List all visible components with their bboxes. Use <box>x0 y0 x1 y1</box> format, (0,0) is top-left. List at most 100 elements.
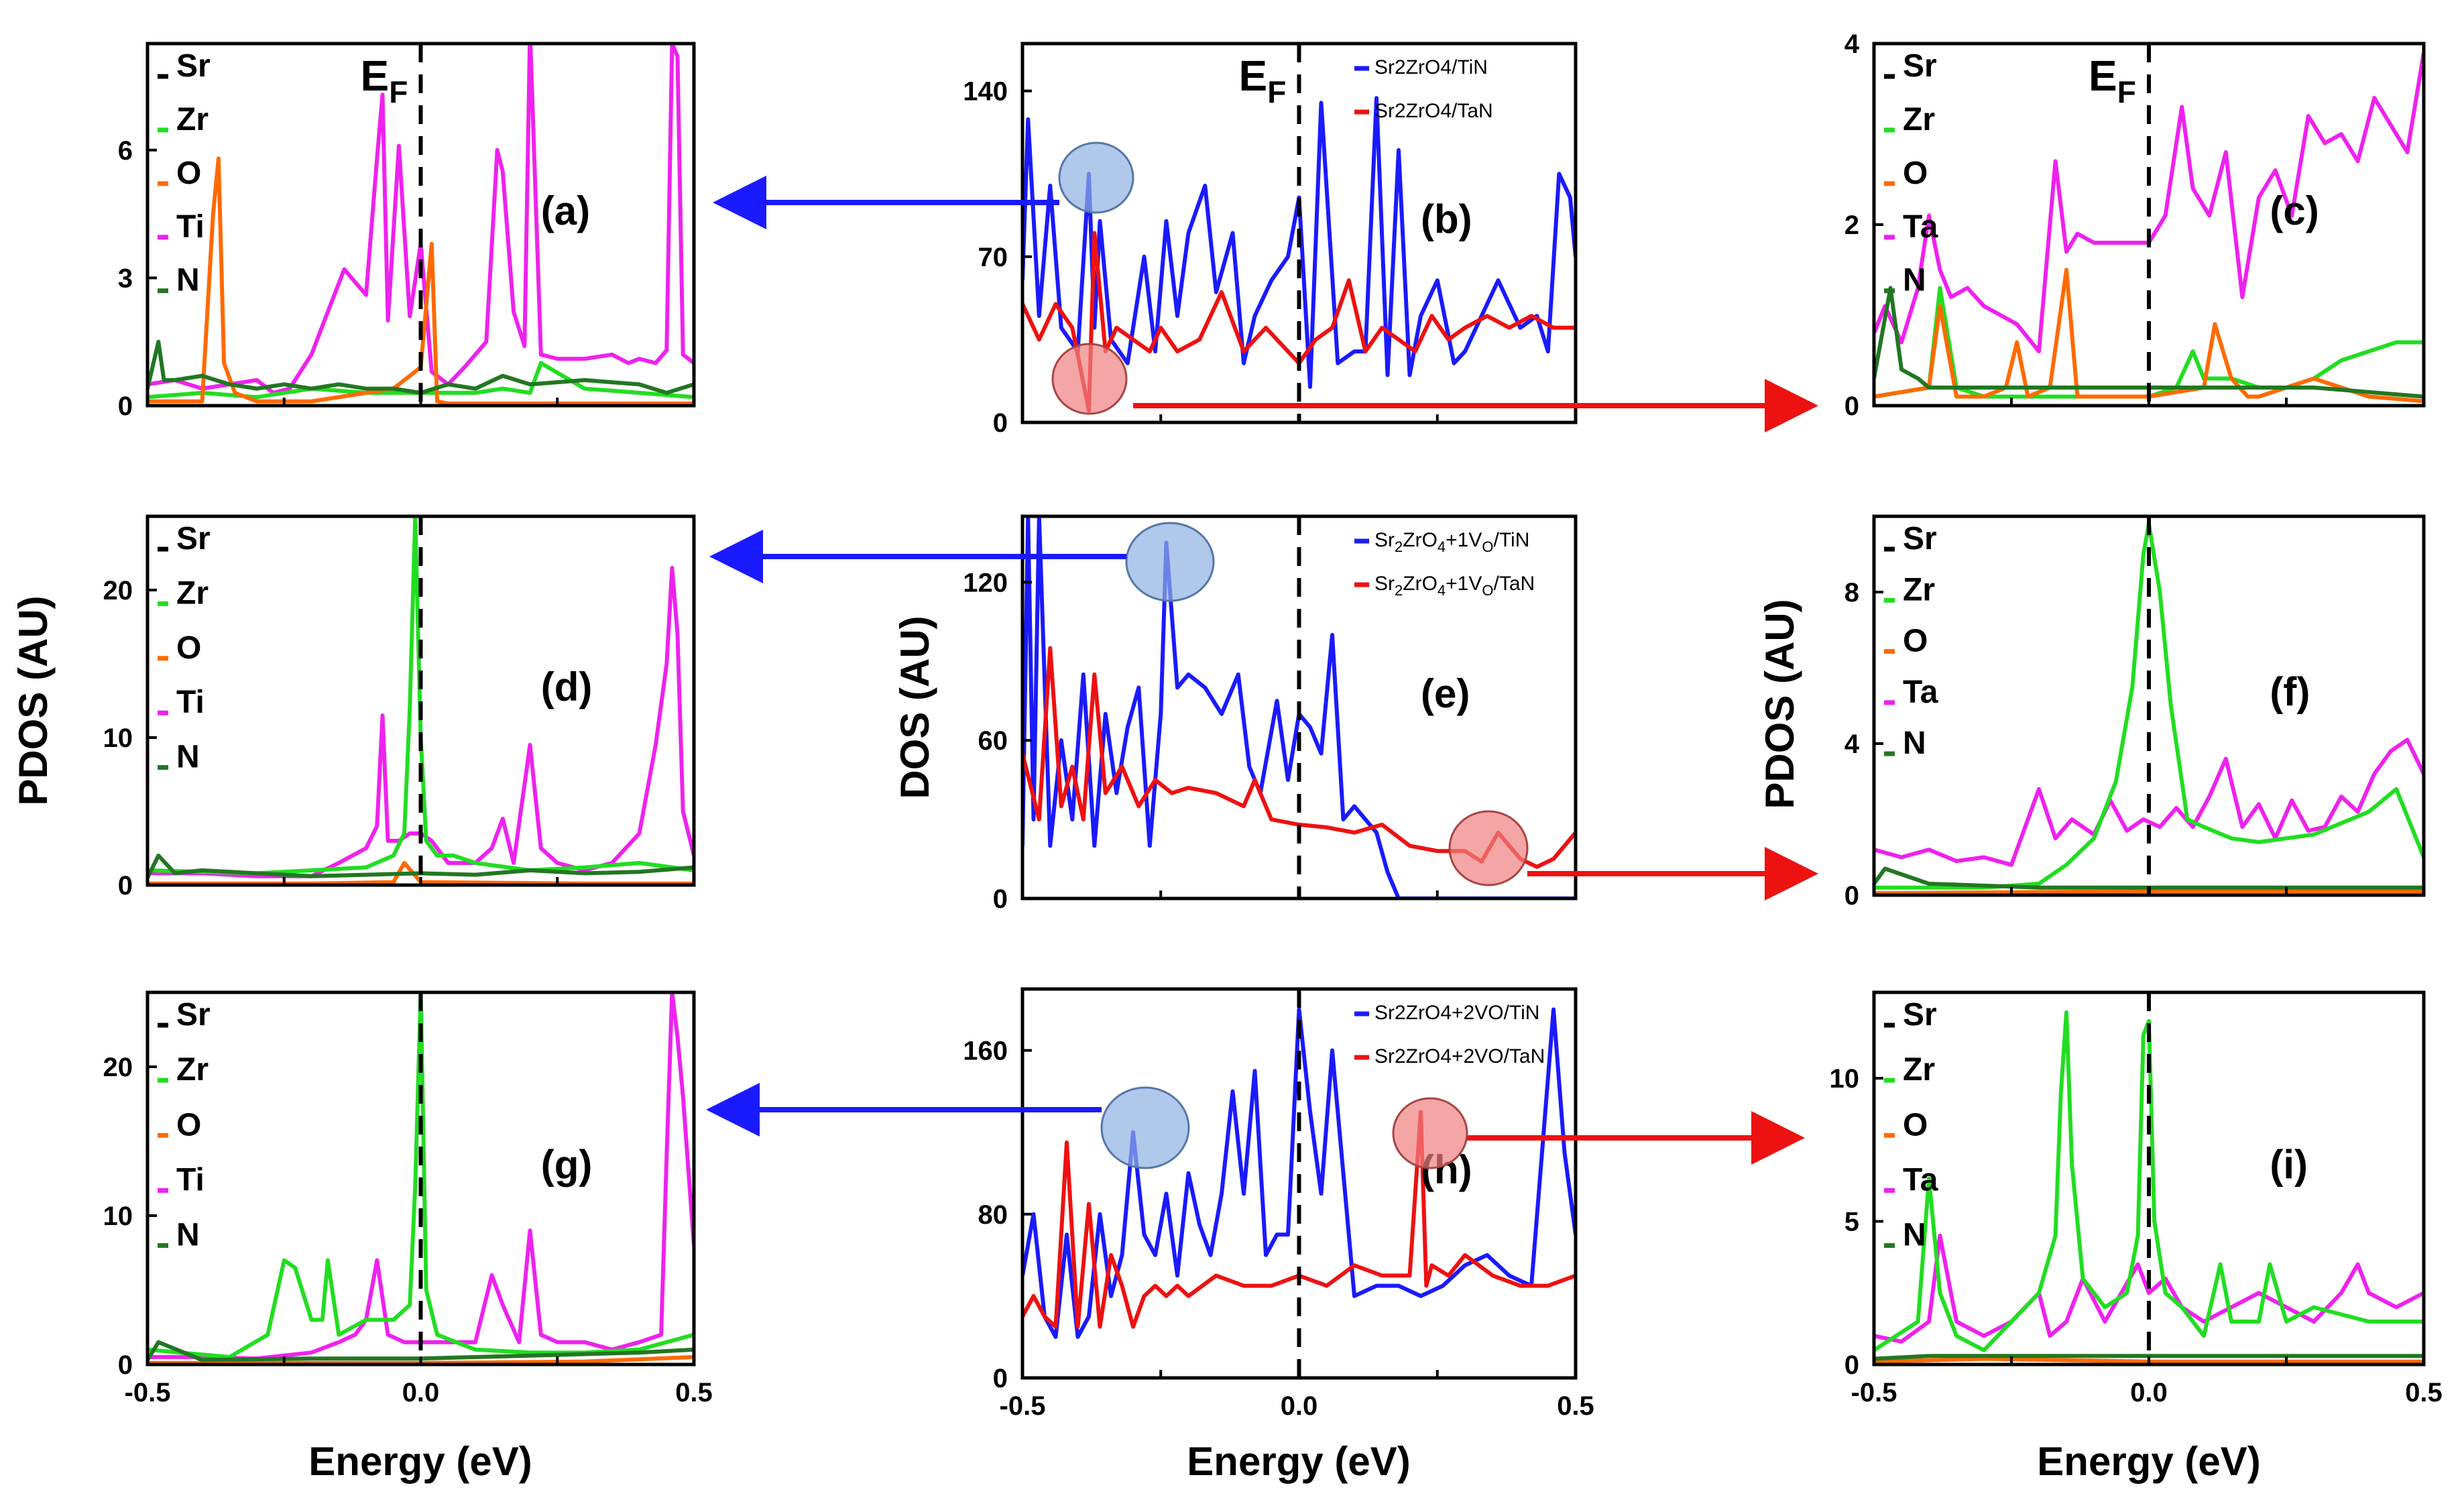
highlight-circle-red <box>1448 810 1529 886</box>
legend-entry: Sr <box>176 997 211 1033</box>
y-tick-label: 140 <box>963 77 1008 107</box>
x-tick-label: -0.5 <box>1000 1391 1046 1421</box>
legend-entry: Ta <box>1903 675 1938 710</box>
panel-label: (f) <box>2270 670 2310 715</box>
legend-entry: Sr2ZrO4/TaN <box>1374 100 1493 122</box>
x-axis-label: Energy (eV) <box>2037 1439 2260 1484</box>
y-tick-label: 0 <box>118 1350 133 1380</box>
legend-entry: O <box>176 1107 201 1143</box>
legend-entry: Sr2ZrO4/TiN <box>1374 56 1488 78</box>
series-line <box>1874 268 2424 404</box>
highlight-circle-blue <box>1125 522 1215 602</box>
series-line <box>148 566 694 878</box>
connector-arrows <box>706 141 1818 1169</box>
highlight-circle-red <box>1392 1097 1468 1169</box>
panel-e: 0 60 120 DOS (AU) (e) Sr2ZrO4+1VO/TiN Sr2ZrO4+… <box>892 514 1578 914</box>
y-axis-label: DOS (AU) <box>892 616 937 799</box>
legend-entry: N <box>176 1218 200 1253</box>
panel-c: 0 2 4 EF (c) Sr Zr O Ta N <box>1844 30 2426 421</box>
series-line <box>148 44 694 395</box>
legend-entry: Sr <box>176 48 211 84</box>
legend-entry: O <box>176 630 201 666</box>
legend-entry: Ti <box>176 1162 204 1198</box>
x-tick-label: -0.5 <box>1851 1378 1897 1407</box>
x-axis-label: Energy (eV) <box>308 1439 532 1484</box>
y-tick-label: 6 <box>118 136 133 166</box>
y-tick-label: 2 <box>1844 211 1859 240</box>
legend-entry: N <box>1903 725 1926 761</box>
legend-entry: Sr <box>1903 521 1937 557</box>
legend-entry: Zr <box>1903 102 1935 137</box>
y-axis-label: PDOS (AU) <box>1757 599 1802 809</box>
legend-entry: Zr <box>1903 572 1935 607</box>
legend-entry: Sr2ZrO4+1VO/TaN <box>1374 573 1535 599</box>
fermi-level-label: EF <box>2089 52 2136 109</box>
panel-label: (g) <box>541 1143 593 1187</box>
series-group <box>1022 1007 1576 1339</box>
legend-entry: N <box>1903 1218 1926 1253</box>
y-tick-label: 20 <box>103 1053 133 1082</box>
series-group <box>1022 96 1576 413</box>
y-tick-label: 10 <box>1830 1064 1860 1094</box>
y-tick-label: 8 <box>1844 578 1859 607</box>
y-tick-label: 10 <box>103 1202 133 1231</box>
legend-entry: Sr2ZrO4+2VO/TaN <box>1374 1045 1545 1067</box>
plot-frame <box>1872 42 2426 408</box>
panel-label: (c) <box>2270 188 2319 233</box>
y-tick-label: 4 <box>1844 730 1860 759</box>
legend-entry: Sr <box>1903 48 1937 84</box>
x-tick-label: -0.5 <box>125 1378 171 1407</box>
series-line <box>148 156 694 406</box>
legend-entry: Zr <box>1903 1052 1935 1088</box>
legend-entry: Zr <box>176 102 209 137</box>
legend-entry: O <box>1903 1107 1928 1143</box>
series-line <box>1874 1354 2424 1361</box>
x-tick-label: 0.0 <box>2130 1378 2168 1407</box>
series-line <box>148 992 694 1359</box>
series-group <box>148 44 694 406</box>
legend-entry: O <box>1903 156 1928 191</box>
series-line <box>148 516 694 876</box>
panel-label: (d) <box>541 664 593 709</box>
legend-entry: Sr2ZrO4+2VO/TiN <box>1374 1002 1539 1024</box>
y-tick-label: 60 <box>978 726 1008 756</box>
series-line <box>148 992 694 1361</box>
series-line <box>1874 52 2424 353</box>
legend-entry: Ti <box>176 685 204 720</box>
highlight-circle-red <box>1051 343 1128 415</box>
legend-entry: O <box>176 156 201 191</box>
y-tick-label: 80 <box>978 1200 1008 1230</box>
x-tick-label: 0.5 <box>2405 1378 2443 1407</box>
y-tick-label: 160 <box>963 1037 1008 1066</box>
series-line <box>1874 1010 2424 1352</box>
panel-i: 0 5 10 -0.5 0.0 0.5 Energy (eV) (i) Sr Zr O Ta N <box>1830 990 2443 1484</box>
y-tick-label: 3 <box>118 264 133 293</box>
y-tick-label: 120 <box>963 568 1008 597</box>
y-tick-label: 0 <box>1844 881 1859 911</box>
y-tick-label: 0 <box>993 408 1008 438</box>
legend-entry: N <box>1903 263 1926 298</box>
legend-entry: Ta <box>1903 209 1938 245</box>
y-tick-label: 0 <box>993 1364 1008 1393</box>
series-group <box>1874 522 2424 895</box>
legend-entry: Sr2ZrO4+1VO/TiN <box>1374 529 1529 555</box>
series-line <box>148 854 694 879</box>
y-tick-label: 70 <box>978 243 1008 272</box>
y-tick-label: 20 <box>103 576 133 605</box>
panel-label: (a) <box>541 188 590 233</box>
legend-entry: Zr <box>176 575 209 611</box>
panel-label: (b) <box>1421 197 1472 242</box>
y-tick-label: 4 <box>1844 30 1860 59</box>
legend-entry: Sr <box>1903 997 1937 1033</box>
y-tick-label: 0 <box>1844 1350 1859 1380</box>
y-axis-label: PDOS (AU) <box>11 595 56 805</box>
panel-f: 0 4 8 PDOS (AU) (f) Sr Zr O Ta N <box>1757 514 2426 911</box>
series-group <box>1874 1010 2424 1364</box>
series-line <box>1874 866 2424 890</box>
panel-g: 0 10 20 -0.5 0.0 0.5 Energy (eV) (g) Sr Zr O Ti N <box>103 990 713 1484</box>
x-tick-label: 0.5 <box>675 1378 713 1407</box>
chart-panels: 0 3 6 EF (a) Sr Zr O Ti N 0 70 140 EF (b) Sr2ZrO4/TiN Sr… <box>11 30 2443 1484</box>
